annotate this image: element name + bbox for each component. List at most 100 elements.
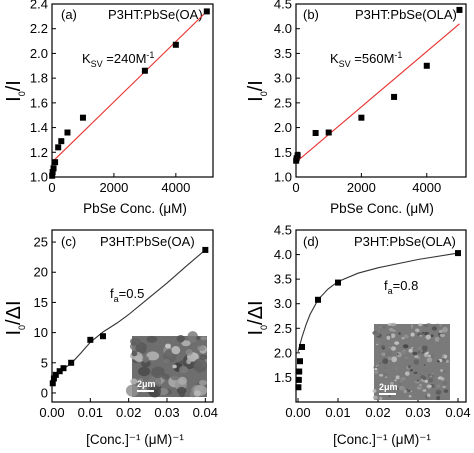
inset-grain xyxy=(410,332,415,337)
x-tick-label: 0 xyxy=(48,180,55,195)
inset-grain xyxy=(151,366,165,379)
inset-grain xyxy=(428,385,432,388)
annotation-sub: SV xyxy=(339,59,351,69)
y-tick-label: 4.0 xyxy=(274,247,292,262)
y-tick-label: 2.0 xyxy=(274,345,292,360)
data-point xyxy=(52,159,59,166)
inset-grain xyxy=(413,359,419,365)
x-axis-label: PbSe Conc. (μM) xyxy=(83,201,187,216)
y-label-main: I xyxy=(245,330,267,336)
y-tick-label: 3.0 xyxy=(274,71,292,86)
inset-grain xyxy=(429,375,433,378)
inset-grain xyxy=(189,391,195,398)
inset-grain xyxy=(394,367,398,370)
inset-grain xyxy=(374,367,378,371)
plot-frame xyxy=(295,3,467,178)
inset-grain xyxy=(386,335,391,340)
panel-annotation: fa=0.8 xyxy=(384,278,418,296)
sem-inset-image: 2μm xyxy=(125,331,208,398)
annotation-rest: =240M xyxy=(103,51,147,66)
inset-grain xyxy=(385,350,392,357)
fit-line xyxy=(51,11,208,163)
inset-grain xyxy=(428,377,434,383)
inset-grain xyxy=(431,326,438,331)
annotation-main: K xyxy=(82,51,91,66)
inset-grain xyxy=(403,349,405,352)
panel-2: 0 2000 4000 1.0 1.5 2.0 2.5 3.0 3.5 4.0 4.5 PbSe Co… xyxy=(245,0,467,216)
inset-grain xyxy=(407,389,411,392)
inset-grain xyxy=(417,350,421,354)
inset-grain xyxy=(400,380,403,383)
x-tick-label: 0.03 xyxy=(154,405,179,420)
inset-grain xyxy=(186,358,192,365)
inset-grain xyxy=(172,364,177,369)
y-label-sub: 0 xyxy=(17,325,27,330)
panel-title: P3HT:PbSe(OA) xyxy=(100,234,195,249)
inset-grain xyxy=(436,395,441,401)
inset-grain xyxy=(381,352,386,357)
x-axis-label: [Conc.]⁻¹ (μM)⁻¹ xyxy=(86,432,184,447)
inset-grain xyxy=(382,377,385,379)
y-label-sub: 0 xyxy=(17,91,27,96)
panel-label: (a) xyxy=(61,7,77,22)
inset-grain xyxy=(379,336,382,339)
inset-grain xyxy=(442,326,448,333)
inset-grain xyxy=(178,390,186,398)
data-point xyxy=(99,333,106,340)
inset-grain xyxy=(418,373,421,376)
inset-grain xyxy=(426,393,431,398)
inset-grain xyxy=(441,358,446,362)
inset-grain xyxy=(410,368,413,372)
y-tick-label: 10 xyxy=(34,325,48,340)
inset-grain xyxy=(138,366,151,377)
y-tick-label: 1.0 xyxy=(274,170,292,185)
inset-grain xyxy=(131,351,138,357)
y-tick-label: 25 xyxy=(34,235,48,250)
data-point xyxy=(456,6,463,13)
y-tick-label: 0 xyxy=(41,385,48,400)
panel-3: 0.00 0.01 0.02 0.03 0.04 0 5 10 15 20 25 [Conc.]⁻¹ … xyxy=(3,229,218,447)
inset-grain xyxy=(185,349,193,356)
inset-grain xyxy=(418,323,423,327)
y-label-sub: 0 xyxy=(259,325,269,330)
data-point xyxy=(87,336,94,343)
inset-grain xyxy=(408,365,412,369)
data-point xyxy=(64,129,71,136)
data-point xyxy=(391,93,398,100)
inset-grain xyxy=(382,347,385,350)
inset-grain xyxy=(421,351,425,354)
inset-grain xyxy=(131,380,137,385)
inset-grain xyxy=(423,324,429,328)
inset-grain xyxy=(430,334,434,338)
inset-grain xyxy=(199,380,207,386)
inset-grain xyxy=(412,351,418,356)
data-point xyxy=(52,371,59,378)
annotation-main: K xyxy=(330,51,339,66)
scale-bar-label: 2μm xyxy=(379,382,398,392)
data-point xyxy=(50,375,57,382)
y-tick-label: 3.5 xyxy=(274,272,292,287)
inset-grain xyxy=(402,344,409,349)
inset-grain xyxy=(435,389,442,395)
annotation-main: f xyxy=(384,278,388,293)
inset-grain xyxy=(374,370,379,374)
data-point xyxy=(58,138,65,145)
inset-grain xyxy=(421,347,428,353)
y-label-main: I xyxy=(3,96,25,102)
annotation-sub: a xyxy=(388,286,393,296)
panel-label: (c) xyxy=(61,234,76,249)
y-tick-label: 5 xyxy=(41,355,48,370)
y-tick-label: 2.0 xyxy=(30,46,48,61)
annotation-sub: SV xyxy=(91,59,103,69)
y-tick-label: 4.0 xyxy=(274,21,292,36)
y-label-main: I xyxy=(3,330,25,336)
inset-grain xyxy=(422,389,427,392)
inset-grain xyxy=(403,389,407,394)
inset-grain xyxy=(424,379,428,383)
inset-grain xyxy=(439,333,445,338)
inset-grain xyxy=(397,381,403,387)
inset-grain xyxy=(443,381,448,385)
inset-grain xyxy=(372,389,377,393)
inset-grain xyxy=(422,376,427,381)
inset-grain xyxy=(388,395,391,397)
